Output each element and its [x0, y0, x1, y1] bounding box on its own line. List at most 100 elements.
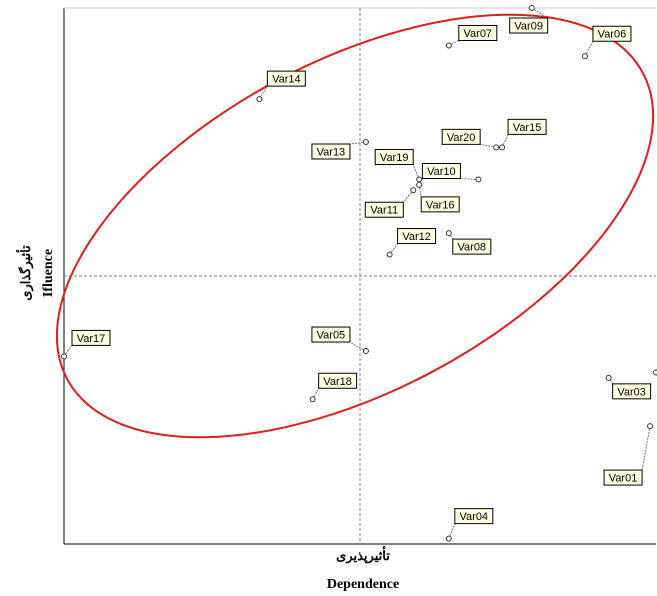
label-text: Var07: [464, 28, 493, 40]
data-point-var20: [493, 144, 500, 151]
point-label-var01: Var01: [603, 469, 643, 486]
label-box: [311, 326, 351, 343]
label-text: Var11: [370, 205, 398, 217]
label-text: Var04: [460, 511, 489, 523]
leader-line: [349, 341, 367, 352]
point-label-var12: Var12: [397, 228, 437, 245]
label-box: [71, 329, 111, 346]
label-box: [452, 238, 492, 255]
point-label-var08: Var08: [452, 238, 492, 255]
label-box: [592, 25, 632, 42]
data-point-var03: [605, 374, 612, 381]
point-label-var11: Var11: [364, 201, 404, 218]
label-box: [318, 372, 358, 389]
data-point-var18: [309, 396, 316, 403]
data-point-var09: [528, 5, 535, 11]
label-box: [603, 469, 643, 486]
point-label-var20: Var20: [441, 128, 481, 145]
data-point-var17: [61, 353, 67, 360]
label-box: [454, 508, 494, 525]
point-label-var05: Var05: [311, 326, 351, 343]
leader-line: [412, 164, 420, 180]
point-label-var16: Var16: [420, 196, 460, 213]
label-box: [509, 17, 549, 34]
label-text: Var19: [380, 152, 409, 164]
data-point-var16: [416, 181, 423, 188]
label-text: Var12: [402, 231, 431, 243]
leader-line: [641, 425, 651, 471]
label-text: Var18: [323, 376, 352, 388]
label-box: [441, 128, 481, 145]
label-text: Var17: [77, 333, 106, 345]
point-label-var13: Var13: [311, 143, 351, 160]
data-point-var04: [445, 535, 452, 542]
label-text: Var05: [317, 330, 346, 342]
point-label-var19: Var19: [374, 149, 414, 166]
quadrant-dividers: [64, 8, 656, 544]
leader-line: [501, 134, 509, 148]
data-point-var05: [362, 348, 369, 355]
cluster-ellipse: [55, 13, 655, 439]
cluster-ellipse-layer: [55, 13, 655, 439]
data-point-var15: [499, 144, 506, 151]
label-box: [374, 149, 414, 166]
label-text: Var08: [458, 242, 487, 254]
leader-line: [63, 345, 73, 357]
label-text: Var16: [426, 199, 455, 211]
y-axis-title-en: Ifluence: [41, 249, 56, 297]
leader-line: [349, 141, 366, 145]
label-box: [421, 163, 461, 180]
data-point-var19: [416, 176, 423, 183]
y-axis-title-fa: تأثیرگذاری: [16, 245, 34, 301]
leader-line: [480, 143, 497, 148]
label-box: [458, 25, 498, 42]
point-label-var15: Var15: [507, 118, 547, 135]
label-box: [266, 70, 306, 87]
point-label-var18: Var18: [318, 372, 358, 389]
point-label-var07: Var07: [458, 25, 498, 42]
x-axis-title-fa: تأثیرپذیری: [336, 546, 390, 564]
points-layer: [61, 5, 657, 542]
data-point-var02: [653, 369, 657, 376]
label-box: [612, 383, 652, 400]
label-text: Var15: [513, 122, 542, 134]
data-point-var01: [647, 423, 654, 430]
x-axis-title-en: Dependence: [327, 577, 399, 592]
data-point-var07: [445, 42, 452, 49]
point-label-var04: Var04: [454, 508, 494, 525]
label-box: [364, 201, 404, 218]
point-label-var09: Var09: [509, 17, 549, 34]
label-text: Var01: [609, 473, 638, 485]
label-text: Var13: [317, 147, 346, 159]
label-text: Var20: [447, 132, 476, 144]
leader-line: [389, 243, 399, 255]
label-text: Var09: [514, 21, 543, 33]
data-point-var12: [386, 251, 393, 258]
data-point-var08: [445, 230, 452, 237]
point-label-var14: Var14: [266, 70, 306, 87]
leader-line: [258, 85, 268, 100]
data-point-var06: [581, 53, 588, 60]
point-labels-layer: Var01Var02Var03Var04Var05Var06Var07Var08…: [71, 17, 652, 525]
data-point-var11: [410, 187, 417, 194]
label-box: [507, 118, 547, 135]
leader-line: [312, 388, 320, 400]
point-label-var17: Var17: [71, 329, 111, 346]
label-text: Var03: [617, 386, 646, 398]
data-point-var13: [362, 139, 369, 145]
label-text: Var14: [272, 74, 301, 86]
point-label-var03: Var03: [612, 383, 652, 400]
point-label-var06: Var06: [592, 25, 632, 42]
point-label-var10: Var10: [421, 163, 461, 180]
label-box: [397, 228, 437, 245]
data-point-var10: [475, 176, 482, 183]
leader-line: [531, 7, 548, 19]
leader-line: [448, 523, 456, 539]
label-box: [420, 196, 460, 213]
data-point-var14: [256, 96, 263, 103]
label-text: Var06: [598, 29, 627, 41]
leader-line: [460, 178, 479, 181]
leader-line: [402, 189, 414, 203]
label-text: Var10: [427, 166, 456, 178]
